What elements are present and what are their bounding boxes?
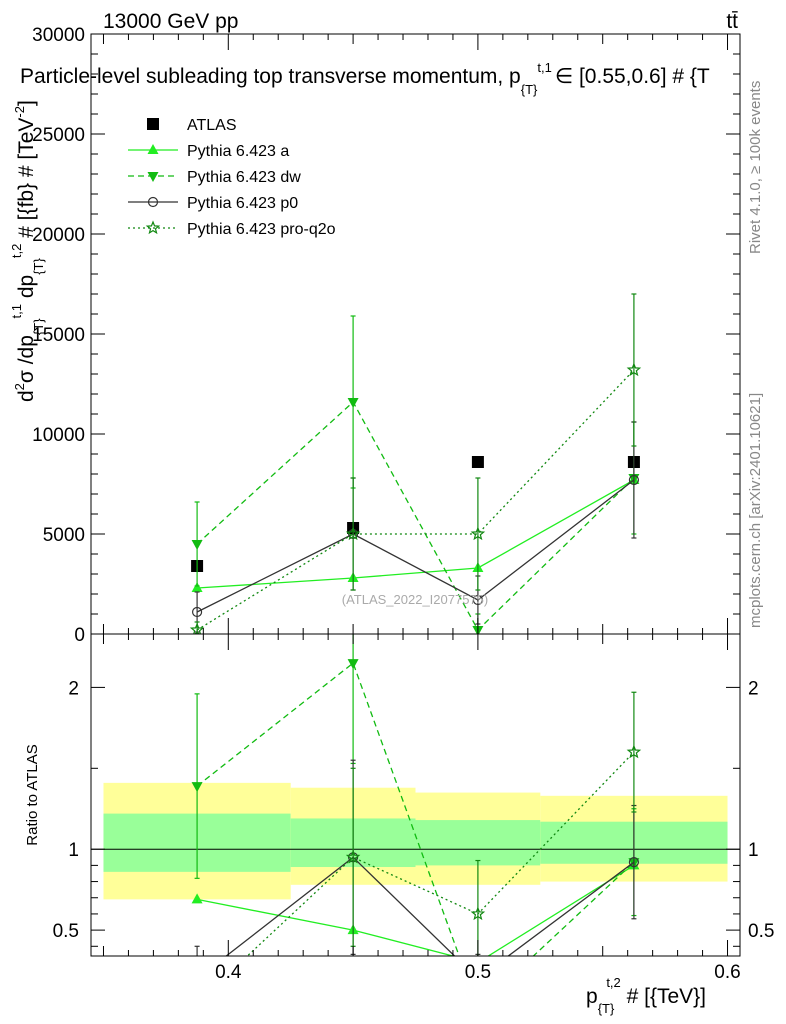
main-ytick-label-3: 15000 <box>32 325 85 346</box>
legend-entry-pythia-dw: Pythia 6.423 dw <box>128 169 301 186</box>
ylabel-part-8: # [{fb} # [TeV <box>15 118 38 244</box>
ratio-point-pythia-6-423-p0-0 <box>193 974 202 983</box>
legend-marker-pythia-6-423-dw <box>147 172 159 182</box>
ratio-panel-frame <box>90 633 741 957</box>
ratio-xtick-label-2: 0.6 <box>714 962 740 983</box>
main-point-pythia-6-423-pro-q2o-2 <box>470 526 486 541</box>
ylabel-part-5: dp <box>15 275 38 304</box>
main-point-pythia-6-423-dw-1 <box>347 398 359 408</box>
ratio-ytick-label-right-2: 2 <box>748 678 759 699</box>
ratio-ytick-label-left-0: 0.5 <box>53 921 79 942</box>
ratio-point-pythia-6-423-pro-q2o-2 <box>470 906 486 921</box>
legend-entry-pythia-a: Pythia 6.423 a <box>128 143 289 160</box>
ratio-point-pythia-6-423-p0-3 <box>628 857 640 868</box>
ratio-y-axis-label: Ratio to ATLAS <box>24 744 41 845</box>
header-process-label: tt̄ <box>726 10 738 33</box>
legend-label-pythia-a: Pythia 6.423 a <box>187 143 289 160</box>
legend-marker-pythia-6-423-a <box>147 144 159 154</box>
plot-title-tail: ∈ [0.55,0.6] # {T <box>555 65 710 88</box>
main-point-atlas-2 <box>471 456 484 468</box>
legend-entry-pythia-p0: Pythia 6.423 p0 <box>128 195 298 212</box>
xlabel-part-1: {T} <box>598 1001 615 1016</box>
main-point-pythia-6-423-dw-0 <box>191 540 203 550</box>
ratio-xtick-label-1: 0.5 <box>465 962 491 983</box>
legend-label-atlas: ATLAS <box>187 117 237 134</box>
xlabel-part-2: t,2 <box>606 975 620 990</box>
xlabel-part-0: p <box>586 985 598 1008</box>
axes-ticks: 0 5000 10000 15000 20000 25000 30000 0.4 0.5 0.6 0… <box>32 25 774 983</box>
main-point-pythia-6-423-a-0 <box>191 582 203 592</box>
ratio-point-pythia-6-423-pro-q2o-1 <box>345 849 361 864</box>
main-point-pythia-6-423-p0-0 <box>191 606 203 618</box>
ratio-line-pythia-6-423-pro-q2o <box>246 751 635 956</box>
plot-title-sub: {T} <box>521 82 538 97</box>
main-ytick-label-2: 10000 <box>32 425 85 446</box>
main-point-pythia-6-423-pro-q2o-3 <box>626 362 642 377</box>
ylabel-part-9: -2 <box>12 106 27 118</box>
ylabel-part-3: {T} <box>31 318 46 335</box>
legend-marker-atlas <box>147 118 159 130</box>
main-line-pythia-6-423-a <box>197 479 635 589</box>
main-ytick-label-5: 25000 <box>32 125 85 146</box>
x-axis-label: p{T} t,2 # [{TeV}] <box>586 975 706 1016</box>
main-ytick-label-0: 0 <box>74 625 85 646</box>
main-point-pythia-6-423-pro-q2o-0 <box>189 622 205 634</box>
legend-marker-pythia-6-423-pro-q2o <box>145 220 161 235</box>
ratio-line-pythia-6-423-dw <box>196 662 635 956</box>
ratio-point-pythia-6-423-a-0 <box>191 893 203 904</box>
main-point-pythia-6-423-p0-2 <box>472 594 484 606</box>
ratio-line-pythia-6-423-a <box>196 864 635 956</box>
legend-marker-pythia-6-423-p0 <box>147 196 159 208</box>
ylabel-part-10: ] <box>15 100 38 106</box>
ratio-point-pythia-6-423-pro-q2o-3 <box>626 744 642 759</box>
ratio-point-pythia-6-423-dw-2 <box>472 1004 483 1014</box>
ratio-series-layer <box>191 634 642 1014</box>
ratio-point-pythia-6-423-dw-0 <box>191 782 203 793</box>
legend-entry-atlas: ATLAS <box>147 117 237 134</box>
ratio-xtick-label-0: 0.4 <box>215 962 242 983</box>
legend: ATLAS Pythia 6.423 a Pythia 6.423 dw Pyt… <box>128 117 336 238</box>
ratio-ytick-label-right-1: 1 <box>748 840 759 861</box>
ylabel-part-6: {T} <box>31 257 46 274</box>
main-series-layer <box>189 293 642 634</box>
main-line-pythia-6-423-dw <box>196 400 635 632</box>
plot-title-sup: t,1 <box>537 60 551 75</box>
ratio-line-pythia-6-423-p0 <box>225 856 635 956</box>
ratio-point-pythia-6-423-dw-1 <box>347 659 359 670</box>
ylabel-part-4: t,1 <box>9 304 24 318</box>
main-line-pythia-6-423-p0 <box>196 479 635 613</box>
rivet-version-label: Rivet 4.1.0, ≥ 100k events <box>747 81 764 254</box>
main-line-pythia-6-423-pro-q2o <box>196 369 635 631</box>
ratio-ytick-label-left-1: 1 <box>68 840 79 861</box>
plot-title-main: Particle-level subleading top transverse… <box>20 65 521 88</box>
header-energy-label: 13000 GeV pp <box>103 10 238 33</box>
xlabel-part-3: # [{TeV}] <box>621 985 706 1008</box>
legend-entry-pythia-pro-q2o: Pythia 6.423 pro-q2o <box>128 220 336 238</box>
ratio-point-pythia-6-423-pro-q2o-0 <box>191 997 202 1008</box>
ylabel-part-7: t,2 <box>9 244 24 258</box>
ratio-ytick-label-right-0: 0.5 <box>748 921 774 942</box>
analysis-watermark: (ATLAS_2022_I2077575) <box>342 592 488 607</box>
ylabel-part-2: σ /dp <box>15 335 38 383</box>
ratio-uncertainty-bands <box>91 782 740 900</box>
ylabel-part-1: 2 <box>12 383 27 390</box>
legend-label-pythia-p0: Pythia 6.423 p0 <box>187 195 298 212</box>
ratio-band-inner-2 <box>415 820 541 866</box>
mcplots-label: mcplots.cern.ch [arXiv:2401.10621] <box>747 393 764 628</box>
main-y-axis-label: d2σ /dp{T}t,1 dp{T}t,2 # [{fb} # [TeV-2] <box>9 100 46 402</box>
ratio-ytick-label-left-2: 2 <box>68 678 79 699</box>
legend-label-pythia-pro-q2o: Pythia 6.423 pro-q2o <box>187 221 336 238</box>
legend-label-pythia-dw: Pythia 6.423 dw <box>187 169 301 186</box>
main-ytick-label-4: 20000 <box>32 225 85 246</box>
main-ytick-label-1: 5000 <box>43 525 85 546</box>
plot-title: Particle-level subleading top transverse… <box>20 60 710 97</box>
ylabel-part-0: d <box>15 390 38 402</box>
main-ytick-label-6: 30000 <box>32 25 85 46</box>
main-point-pythia-6-423-pro-q2o-1 <box>345 526 361 541</box>
main-point-pythia-6-423-p0-3 <box>628 474 640 486</box>
